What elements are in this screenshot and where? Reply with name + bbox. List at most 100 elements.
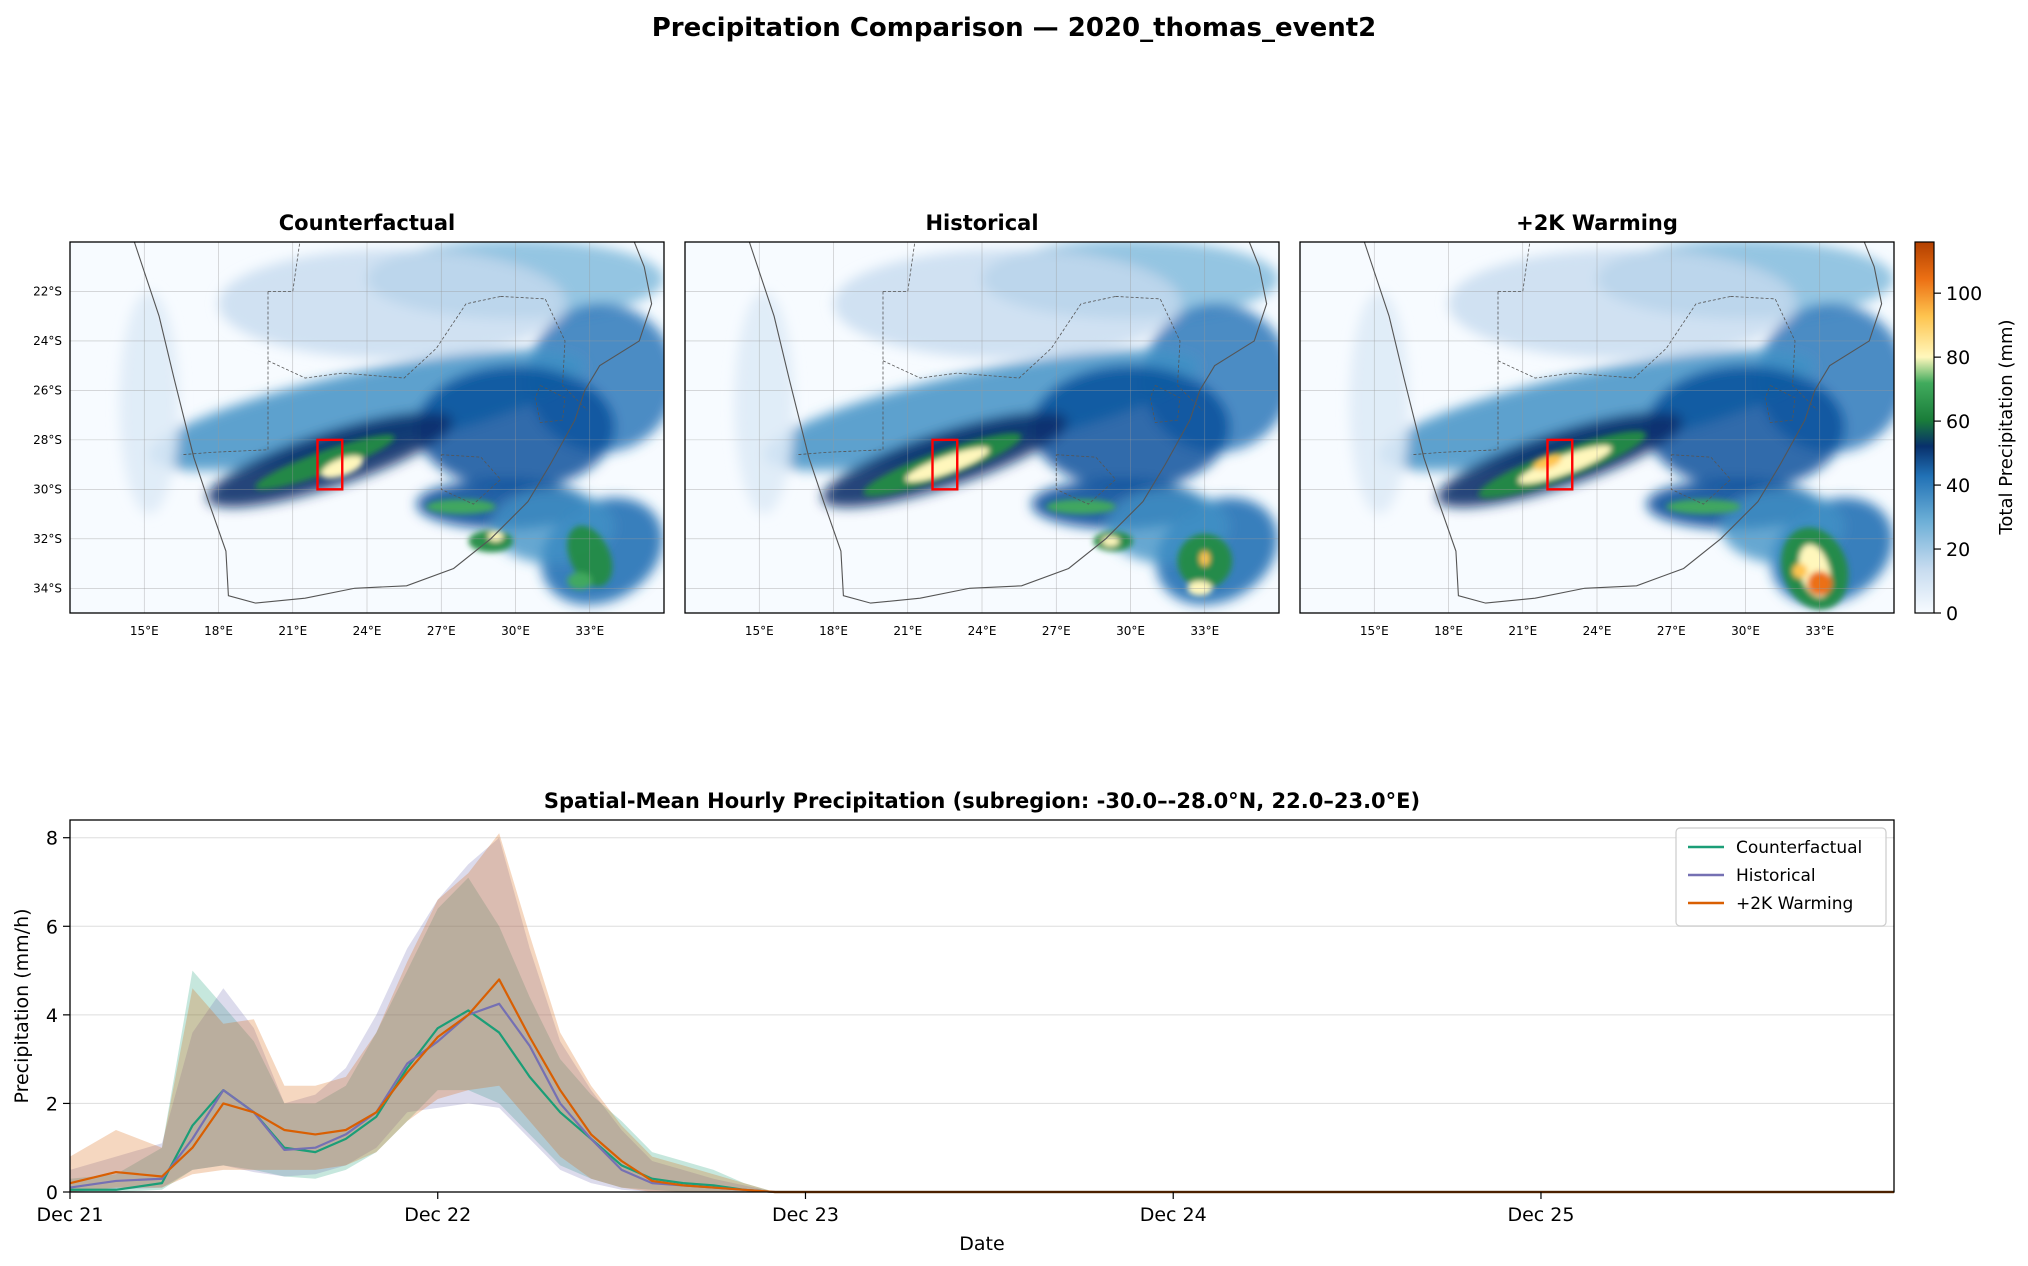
- country-border: [1730, 296, 1818, 411]
- legend-label-warming: +2K Warming: [1736, 894, 1853, 914]
- lon-tick-label: 15°E: [745, 624, 774, 638]
- country-border: [1115, 296, 1203, 411]
- lon-tick-label: 33°E: [1805, 624, 1834, 638]
- lat-tick-label: 30°S: [33, 482, 62, 496]
- coastline: [1363, 242, 1883, 604]
- country-border: [267, 296, 501, 379]
- chart-frame: [69, 819, 1895, 1193]
- lon-tick-label: 15°E: [130, 624, 159, 638]
- country-border: [1411, 291, 1499, 456]
- figure-title: Precipitation Comparison — 2020_thomas_e…: [652, 13, 1377, 43]
- chart-title: Spatial-Mean Hourly Precipitation (subre…: [544, 789, 1420, 813]
- map-panel-historical: Historical 15°E 18°E 21°E 24°E 27°E 30°E 33°E: [684, 211, 1280, 638]
- lon-tick-label: 15°E: [1360, 624, 1389, 638]
- subregion-box: [931, 438, 959, 491]
- lon-tick-label: 33°E: [575, 624, 604, 638]
- lon-tick-label: 30°E: [1731, 624, 1760, 638]
- map-panel-counterfactual: Counterfactual 15°E 18°E 21°E 24°E 27°E 30°E 3…: [33, 211, 665, 638]
- country-border: [796, 291, 884, 456]
- precip-core: [1792, 563, 1808, 579]
- map-title: Counterfactual: [279, 211, 456, 235]
- precip-core-field: [1478, 431, 1849, 610]
- precip-blob: [119, 291, 179, 515]
- country-border: [181, 291, 269, 456]
- lon-tick-label: 24°E: [1583, 624, 1612, 638]
- y-tick-label: 2: [46, 1093, 58, 1115]
- coastline: [748, 242, 1268, 604]
- precip-core: [426, 499, 496, 515]
- precip-core: [488, 531, 504, 542]
- lat-tick-label: 24°S: [33, 334, 62, 348]
- lon-tick-label: 18°E: [1434, 624, 1463, 638]
- coastline: [133, 242, 653, 604]
- lon-tick-label: 18°E: [204, 624, 233, 638]
- map-frame: [1299, 241, 1895, 614]
- timeseries-chart: Spatial-Mean Hourly Precipitation (subre…: [11, 789, 1895, 1255]
- country-border: [1497, 296, 1731, 379]
- map-field: [1300, 242, 1894, 613]
- lat-tick-label: 34°S: [33, 581, 62, 595]
- y-axis-label: Precipitation (mm/h): [11, 908, 33, 1103]
- country-border: [1764, 385, 1796, 423]
- country-border: [1055, 454, 1117, 505]
- colorbar-tick-label: 80: [1946, 347, 1970, 369]
- x-tick-label: Dec 25: [1507, 1204, 1574, 1226]
- colorbar-tick-label: 60: [1946, 411, 1970, 433]
- precip-core: [1102, 536, 1120, 547]
- lat-tick-label: 28°S: [33, 433, 62, 447]
- country-border: [1149, 385, 1181, 423]
- lon-tick-label: 27°E: [427, 624, 456, 638]
- precip-core: [1666, 499, 1741, 515]
- map-field: [685, 242, 1279, 613]
- legend: Counterfactual Historical +2K Warming: [1675, 827, 1887, 927]
- map-field: [70, 242, 664, 613]
- precip-core: [255, 434, 395, 490]
- country-border: [534, 385, 566, 423]
- precip-blob: [734, 291, 794, 515]
- subregion-box: [316, 438, 344, 491]
- x-tick-label: Dec 22: [404, 1204, 471, 1226]
- lon-tick-label: 24°E: [353, 624, 382, 638]
- precip-core: [1046, 499, 1116, 515]
- subregion-box: [1546, 438, 1574, 491]
- x-tick-label: Dec 21: [37, 1204, 104, 1226]
- lon-tick-label: 21°E: [1508, 624, 1537, 638]
- x-axis-label: Date: [959, 1233, 1004, 1255]
- colorbar-label: Total Precipitation (mm): [1996, 319, 2017, 535]
- colorbar-tick-label: 100: [1946, 283, 1982, 305]
- map-frame: [684, 241, 1280, 614]
- y-tick-label: 4: [46, 1005, 58, 1027]
- colorbar-tick-label: 0: [1946, 603, 1958, 625]
- map-title: Historical: [925, 211, 1038, 235]
- uncertainty-band-counterfactual: [70, 877, 1894, 1192]
- precip-core-field: [255, 434, 613, 590]
- lat-tick-label: 26°S: [33, 383, 62, 397]
- precip-core: [1518, 445, 1612, 484]
- precip-blob: [833, 249, 1180, 359]
- precip-blob: [218, 249, 565, 359]
- lon-tick-label: 18°E: [819, 624, 848, 638]
- precip-core: [905, 447, 990, 482]
- precip-core: [567, 572, 593, 590]
- uncertainty-band-historical: [70, 837, 1894, 1192]
- country-border: [440, 454, 502, 505]
- colorbar: Total Precipitation (mm) 0 20 40 60 80 100: [1914, 241, 2017, 625]
- lon-tick-label: 30°E: [501, 624, 530, 638]
- x-tick-label: Dec 24: [1140, 1204, 1207, 1226]
- colorbar-tick-label: 20: [1946, 539, 1970, 561]
- y-tick-label: 6: [46, 916, 58, 938]
- map-frame: [69, 241, 665, 614]
- lat-tick-label: 22°S: [33, 284, 62, 298]
- lon-tick-label: 27°E: [1042, 624, 1071, 638]
- lon-tick-label: 21°E: [893, 624, 922, 638]
- lon-tick-label: 33°E: [1190, 624, 1219, 638]
- map-panel-warming: +2K Warming 15°E 18°E 21°E 24°E 27°E 30°E 33°E: [1299, 211, 1895, 638]
- country-border: [1670, 454, 1732, 505]
- y-tick-label: 0: [46, 1182, 58, 1204]
- precip-blob: [1349, 291, 1409, 515]
- legend-label-counterfactual: Counterfactual: [1736, 838, 1862, 858]
- x-tick-label: Dec 23: [772, 1204, 839, 1226]
- lon-tick-label: 27°E: [1657, 624, 1686, 638]
- country-border: [500, 296, 588, 411]
- lon-tick-label: 24°E: [968, 624, 997, 638]
